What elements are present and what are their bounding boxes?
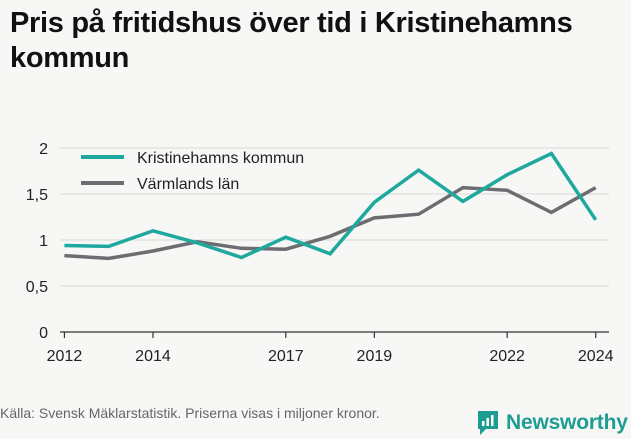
x-axis: 2012 2014 2017 2019 2022 2024 <box>47 332 614 365</box>
y-tick-label: 0,5 <box>26 279 48 296</box>
source-note: Källa: Svensk Mäklarstatistik. Priserna … <box>0 405 380 421</box>
newsworthy-logo-icon <box>478 411 498 435</box>
brand-logo[interactable]: Newsworthy <box>476 407 628 439</box>
y-tick-label: 0 <box>39 325 48 342</box>
series-lines <box>64 151 598 261</box>
x-tick-label: 2019 <box>357 348 393 365</box>
series-line-1 <box>64 185 597 261</box>
x-tick-label: 2024 <box>578 348 614 365</box>
x-tick-label: 2022 <box>489 348 525 365</box>
y-tick-label: 2 <box>39 141 48 158</box>
legend: Kristinehamns kommun Värmlands län <box>81 150 304 193</box>
chart-title: Pris på fritidshus över tid i Kristineha… <box>10 7 573 74</box>
y-tick-label: 1 <box>39 233 48 250</box>
line-chart: 0 0,5 1 1,5 2 2012 2014 2017 2019 2022 2024 Krist… <box>26 141 614 365</box>
y-tick-label: 1,5 <box>26 187 48 204</box>
legend-label-0: Kristinehamns kommun <box>137 150 304 167</box>
x-tick-label: 2014 <box>135 348 171 365</box>
series-line-0 <box>64 151 598 260</box>
x-tick-label: 2017 <box>268 348 304 365</box>
x-tick-label: 2012 <box>47 348 83 365</box>
legend-label-1: Värmlands län <box>137 176 239 193</box>
y-axis: 0 0,5 1 1,5 2 <box>26 141 48 342</box>
brand-name: Newsworthy <box>506 411 628 434</box>
